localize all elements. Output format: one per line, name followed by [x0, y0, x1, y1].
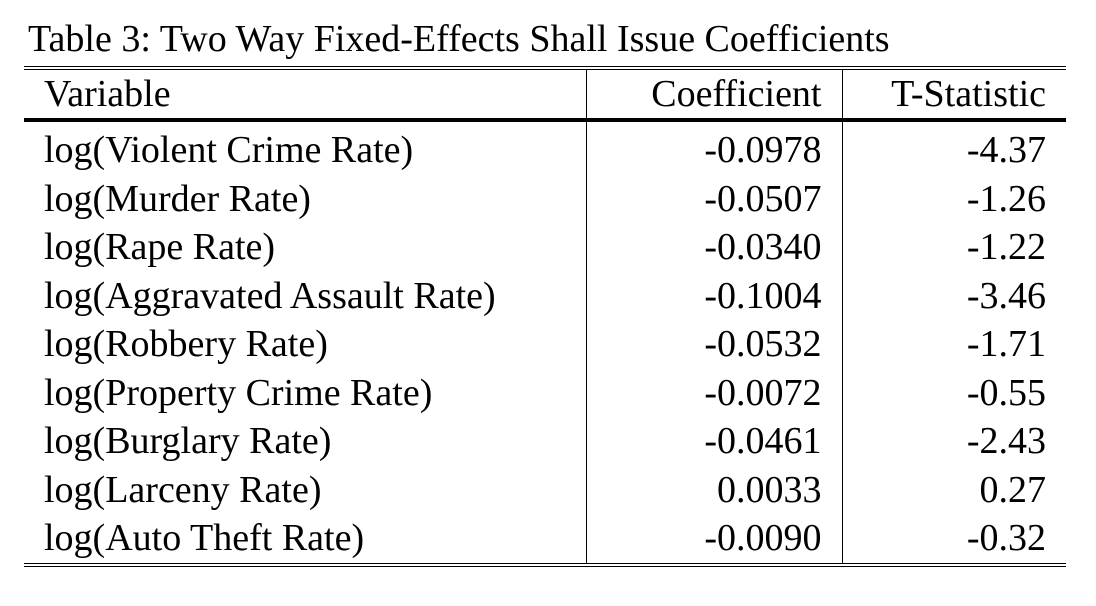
cell-tstatistic: -1.71: [841, 320, 1066, 369]
table-row: log(Robbery Rate) -0.0532 -1.71: [24, 320, 1066, 369]
cell-variable: log(Larceny Rate): [44, 468, 322, 511]
table-row: log(Violent Crime Rate) -0.0978 -4.37: [24, 120, 1066, 175]
cell-coefficient: -0.0461: [585, 417, 842, 466]
cell-tstatistic: -3.46: [841, 271, 1066, 320]
cell-tstatistic: -1.22: [841, 223, 1066, 272]
cell-coefficient: -0.0340: [585, 223, 842, 272]
document-page: Table 3: Two Way Fixed-Effects Shall Iss…: [24, 16, 1066, 567]
cell-coefficient: -0.0532: [585, 320, 842, 369]
cell-variable: log(Aggravated Assault Rate): [44, 274, 496, 317]
cell-coefficient: -0.1004: [585, 271, 842, 320]
cell-coefficient: -0.0507: [585, 174, 842, 223]
table-body: log(Violent Crime Rate) -0.0978 -4.37 lo…: [24, 120, 1066, 565]
cell-variable: log(Burglary Rate): [44, 420, 332, 463]
header-variable: Variable: [24, 68, 586, 122]
cell-variable: log(Rape Rate): [44, 226, 276, 269]
cell-tstatistic: -4.37: [841, 120, 1066, 175]
cell-tstatistic: -0.32: [841, 514, 1066, 565]
cell-coefficient: 0.0033: [585, 465, 842, 514]
cell-variable: log(Robbery Rate): [44, 323, 328, 366]
table-row: log(Murder Rate) -0.0507 -1.26: [24, 174, 1066, 223]
table-row: log(Rape Rate) -0.0340 -1.22: [24, 223, 1066, 272]
cell-coefficient: -0.0978: [585, 120, 842, 175]
header-row: Variable Coefficient T-Statistic: [24, 68, 1066, 122]
table-row: log(Property Crime Rate) -0.0072 -0.55: [24, 368, 1066, 417]
cell-variable: log(Auto Theft Rate): [44, 517, 365, 560]
header-coefficient: Coefficient: [585, 68, 842, 122]
cell-variable: log(Violent Crime Rate): [44, 129, 414, 172]
cell-tstatistic: -2.43: [841, 417, 1066, 466]
header-tstatistic: T-Statistic: [841, 68, 1066, 122]
cell-tstatistic: -0.55: [841, 368, 1066, 417]
table-row: log(Aggravated Assault Rate) -0.1004 -3.…: [24, 271, 1066, 320]
table-row: log(Auto Theft Rate) -0.0090 -0.32: [24, 514, 1066, 565]
cell-variable: log(Murder Rate): [44, 177, 311, 220]
cell-tstatistic: -1.26: [841, 174, 1066, 223]
cell-coefficient: -0.0072: [585, 368, 842, 417]
table-row: log(Larceny Rate) 0.0033 0.27: [24, 465, 1066, 514]
coefficients-table: Variable Coefficient T-Statistic log(Vio…: [24, 66, 1066, 567]
table-header: Variable Coefficient T-Statistic: [24, 68, 1066, 122]
cell-variable: log(Property Crime Rate): [44, 371, 433, 414]
table-caption: Table 3: Two Way Fixed-Effects Shall Iss…: [28, 18, 890, 60]
cell-tstatistic: 0.27: [841, 465, 1066, 514]
cell-coefficient: -0.0090: [585, 514, 842, 565]
table-row: log(Burglary Rate) -0.0461 -2.43: [24, 417, 1066, 466]
